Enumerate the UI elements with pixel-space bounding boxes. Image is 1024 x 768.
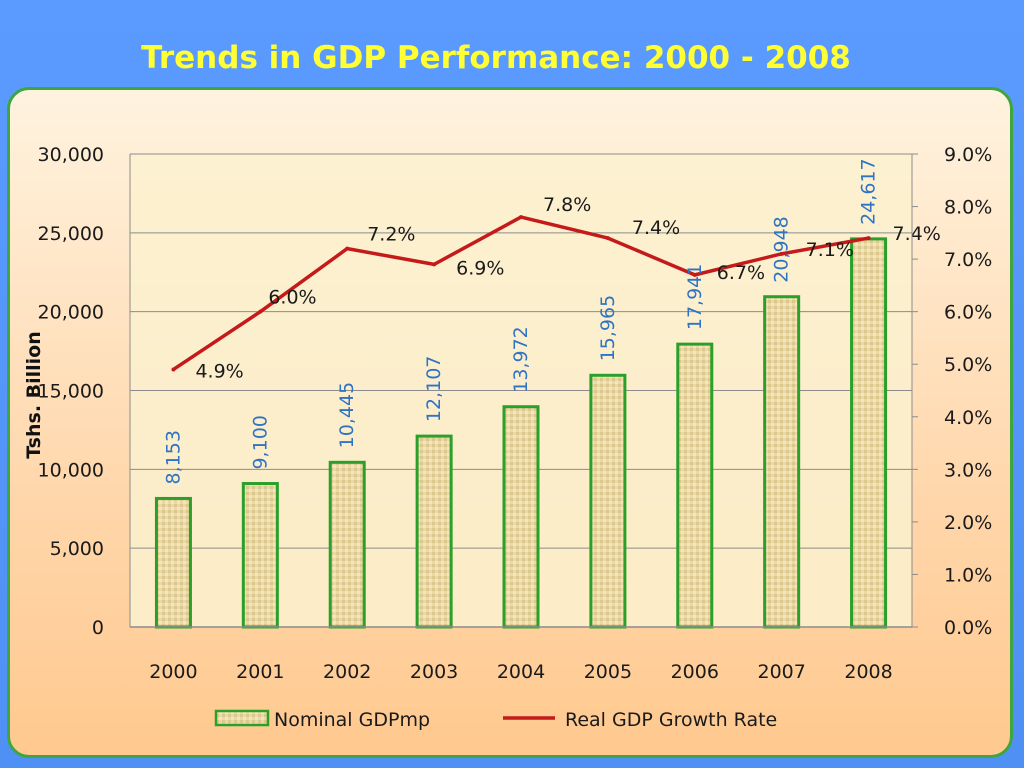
- line-series: [171, 215, 871, 372]
- line-data-label: 6.0%: [268, 287, 316, 309]
- line-data-label: 7.4%: [632, 217, 680, 239]
- bar-data-label: 10,445: [336, 382, 358, 448]
- slide-title: Trends in GDP Performance: 2000 - 2008: [141, 40, 851, 76]
- y2-tick-label: 3.0%: [944, 459, 992, 481]
- bar: [241, 482, 279, 629]
- y-axis-label: Tshs. Billion: [23, 331, 45, 459]
- x-tick-label: 2000: [149, 661, 197, 683]
- y2-tick-label: 9.0%: [944, 144, 992, 166]
- y2-tick-label: 6.0%: [944, 302, 992, 324]
- legend-label-line: Real GDP Growth Rate: [565, 709, 777, 731]
- y-tick-label: 5,000: [50, 538, 104, 560]
- x-tick-label: 2005: [584, 661, 632, 683]
- bar: [850, 237, 888, 629]
- bar-data-label: 20,948: [771, 216, 793, 282]
- bar: [328, 460, 366, 629]
- y2-tick-label: 5.0%: [944, 354, 992, 376]
- bar-data-label: 17,941: [684, 264, 706, 330]
- line-point: [345, 246, 350, 251]
- bar: [676, 342, 714, 629]
- bar-data-label: 9,100: [249, 415, 271, 469]
- y2-tick-label: 4.0%: [944, 407, 992, 429]
- legend: Nominal GDPmp Real GDP Growth Rate: [214, 709, 777, 731]
- y2-tick-label: 7.0%: [944, 249, 992, 271]
- bar-data-label: 12,107: [423, 356, 445, 422]
- line-point: [519, 215, 523, 220]
- y2-tick-label: 0.0%: [944, 617, 992, 639]
- line-point: [258, 309, 263, 314]
- x-tick-label: 2007: [757, 661, 805, 683]
- line-data-label: 6.9%: [456, 257, 504, 279]
- line-data-label: 4.9%: [195, 360, 243, 382]
- line-data-label: 7.8%: [543, 194, 591, 216]
- legend-label-bar: Nominal GDPmp: [274, 709, 430, 731]
- line-data-label: 7.4%: [893, 223, 941, 245]
- y-tick-label: 15,000: [38, 381, 104, 403]
- bar: [154, 496, 192, 629]
- bar-data-label: 8,153: [162, 430, 184, 484]
- bar-data-label: 24,617: [858, 158, 880, 224]
- y2-tick-label: 2.0%: [944, 512, 992, 534]
- data-labels: 8,153 9,100 10,445 12,107 13,972 15,965 17,941…: [162, 158, 940, 484]
- x-tick-label: 2003: [410, 661, 458, 683]
- line-point: [779, 251, 784, 256]
- line-point: [605, 236, 610, 241]
- bar-data-label: 13,972: [510, 326, 532, 392]
- bar-data-label: 15,965: [597, 295, 619, 361]
- x-tick-label: 2001: [236, 661, 284, 683]
- bar: [589, 373, 627, 629]
- line-data-label: 6.7%: [717, 262, 765, 284]
- line-data-label: 7.2%: [367, 224, 415, 246]
- x-tick-label: 2008: [844, 661, 892, 683]
- bar: [502, 405, 540, 629]
- line-point: [171, 367, 176, 372]
- bar: [415, 434, 453, 629]
- line-data-label: 7.1%: [806, 239, 854, 261]
- y-tick-label: 25,000: [38, 223, 104, 245]
- y-tick-label: 10,000: [38, 459, 104, 481]
- line-point: [866, 236, 871, 241]
- x-tick-label: 2006: [671, 661, 719, 683]
- x-tick-label: 2004: [497, 661, 545, 683]
- y-tick-label: 0: [92, 617, 104, 639]
- y-tick-label: 30,000: [38, 144, 104, 166]
- x-tick-label: 2002: [323, 661, 371, 683]
- y2-tick-label: 8.0%: [944, 197, 992, 219]
- line-point: [692, 272, 697, 277]
- y2-tick-label: 1.0%: [944, 564, 992, 586]
- y-tick-label: 20,000: [38, 302, 104, 324]
- legend-swatch-bar: [214, 709, 270, 727]
- line-point: [432, 262, 437, 267]
- axes: 0 5,000 10,000 15,000 20,000 25,000 30,000 0.0%…: [38, 144, 993, 683]
- bar: [763, 295, 801, 629]
